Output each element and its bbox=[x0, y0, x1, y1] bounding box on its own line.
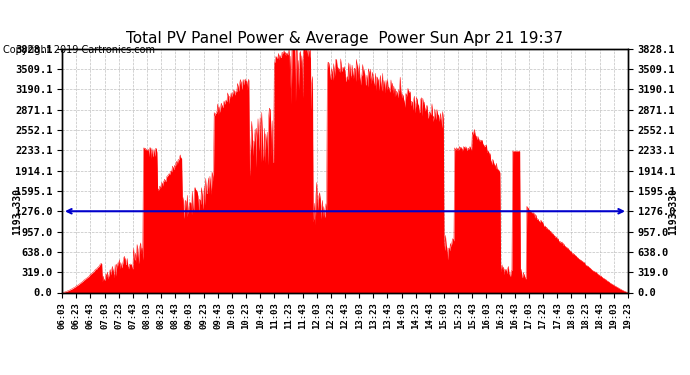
Text: 1193.330: 1193.330 bbox=[12, 188, 22, 235]
Title: Total PV Panel Power & Average  Power Sun Apr 21 19:37: Total PV Panel Power & Average Power Sun… bbox=[126, 31, 564, 46]
Text: Copyright 2019 Cartronics.com: Copyright 2019 Cartronics.com bbox=[3, 45, 155, 55]
Text: 1193.330: 1193.330 bbox=[668, 188, 678, 235]
